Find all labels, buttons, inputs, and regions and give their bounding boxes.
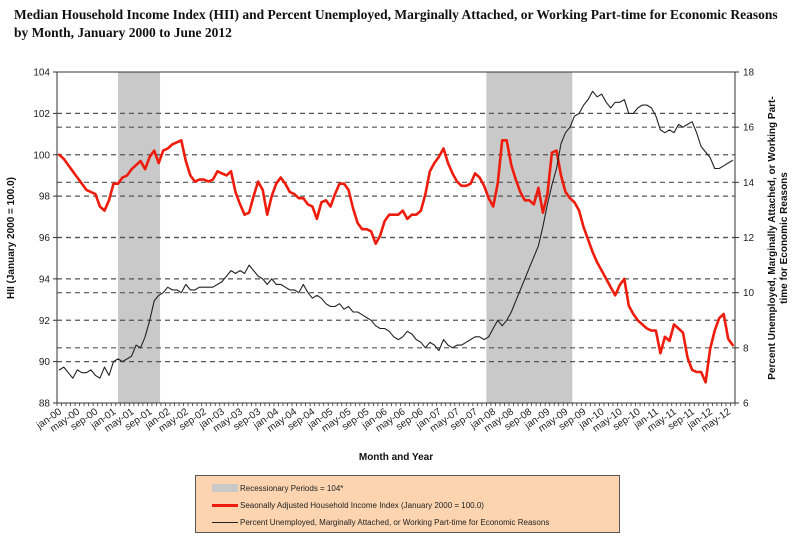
legend-swatch-hii [212, 503, 238, 507]
y-tick-label: 90 [39, 357, 51, 368]
y-tick-label: 88 [39, 399, 51, 410]
legend-swatch-unemployed [212, 521, 238, 523]
series-layer [57, 90, 735, 384]
series-line-hii [57, 139, 735, 384]
legend-item-hii: Seaonally Adjusted Household Income Inde… [212, 499, 484, 511]
x-axis-title: Month and Year [359, 452, 433, 463]
legend-label: Seaonally Adjusted Household Income Inde… [240, 500, 484, 510]
chart-title: Median Household Income Index (HII) and … [14, 7, 778, 40]
legend-swatch-recession [212, 484, 238, 492]
y2-axis-title-line: time for Economic Reasons [779, 172, 790, 304]
legend-label: Recessionary Periods = 104* [240, 483, 344, 493]
y-tick-label: 94 [39, 274, 51, 285]
series-line-unemployed [58, 90, 734, 379]
y2-tick-label: 10 [743, 288, 755, 299]
y2-axis-title: Percent Unemployed, Marginally Attached,… [767, 96, 790, 379]
y-tick-label: 96 [39, 233, 51, 244]
y2-tick-label: 18 [743, 68, 755, 79]
y2-tick-label: 16 [743, 123, 755, 134]
y-tick-label: 102 [33, 109, 50, 120]
y-axis-title: HII (January 2000 = 100.0) [6, 177, 17, 299]
y2-axis-title-line: Percent Unemployed, Marginally Attached,… [767, 96, 778, 379]
legend-label: Percent Unemployed, Marginally Attached,… [240, 517, 550, 527]
legend-item-unemployed: Percent Unemployed, Marginally Attached,… [212, 516, 549, 528]
y2-tick-label: 14 [743, 178, 755, 189]
grid-layer [57, 112, 735, 363]
y-tick-label: 100 [33, 150, 50, 161]
y-tick-label: 98 [39, 192, 51, 203]
y-tick-label: 92 [39, 316, 51, 327]
legend-item-recession: Recessionary Periods = 104* [212, 482, 343, 494]
y2-tick-label: 6 [743, 399, 749, 410]
legend: Recessionary Periods = 104* Seaonally Ad… [195, 475, 620, 533]
y2-tick-label: 12 [743, 233, 755, 244]
y-tick-label: 104 [33, 68, 50, 79]
y2-tick-label: 8 [743, 343, 749, 354]
